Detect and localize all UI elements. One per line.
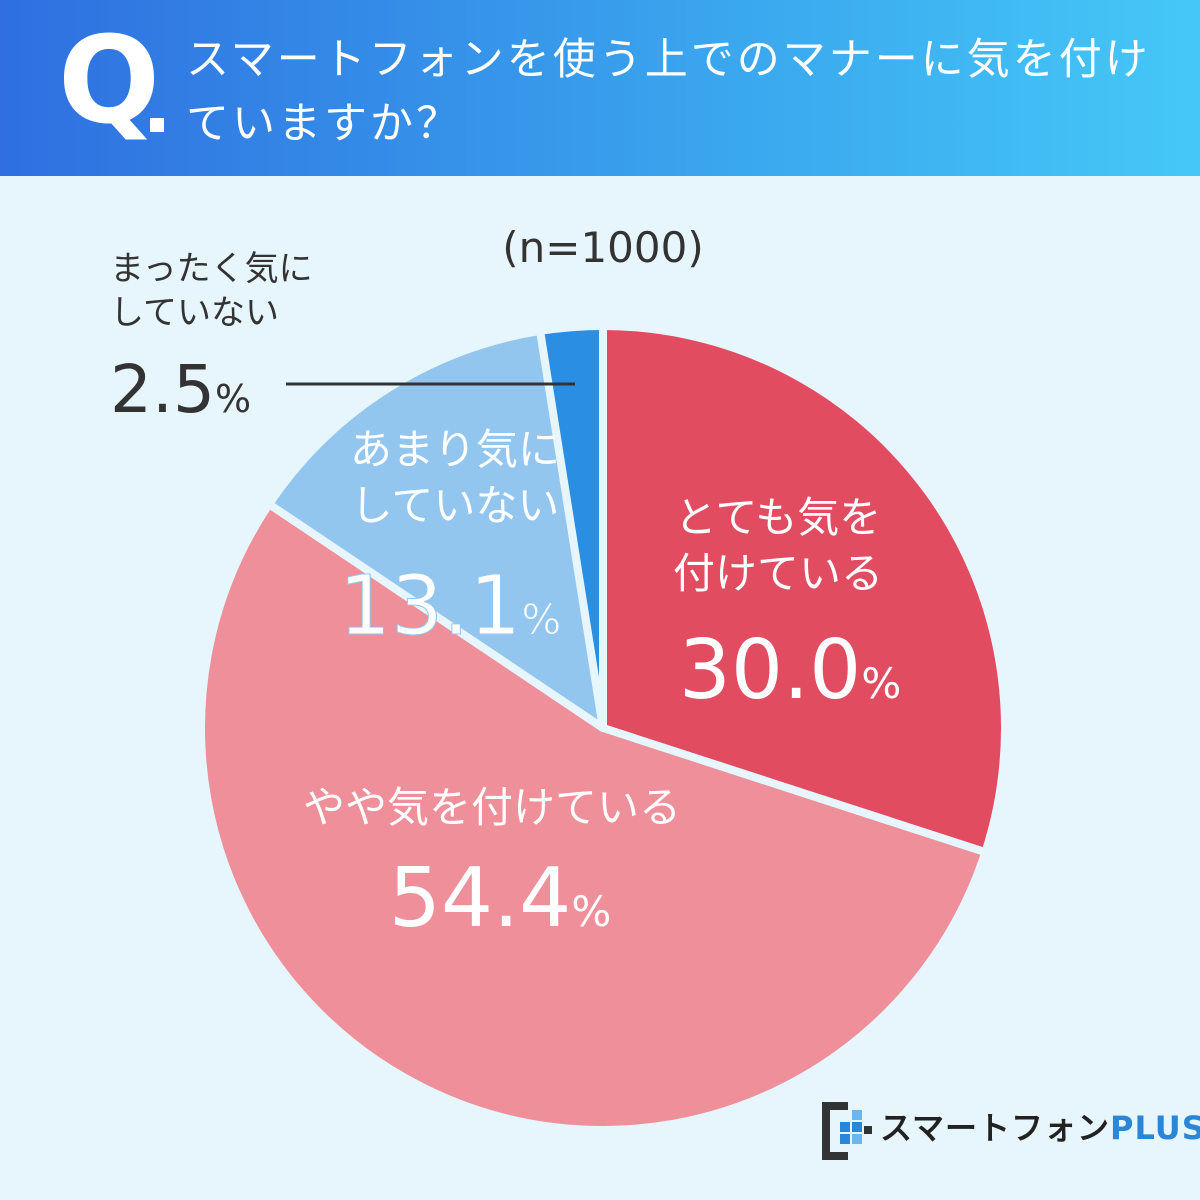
slice-not-at-all [536, 322, 607, 732]
question-title: スマートフォンを使う上でのマナーに気を付けていますか？ [186, 35, 1151, 149]
slice-somewhat-careful [197, 500, 990, 1134]
slice-value-not-at-all-unit: % [215, 377, 251, 421]
slice-value-not-much-unit: % [521, 595, 561, 644]
slice-value-very-careful-unit: % [861, 659, 901, 708]
slice-value-somewhat-careful: 54.4% [389, 851, 612, 946]
slice-value-not-at-all: 2.5% [110, 351, 251, 428]
header-banner: Q スマートフォンを使う上でのマナーに気を付けていますか？ [0, 0, 1200, 176]
slice-label-not-much-1: あまり気に [350, 425, 560, 474]
slice-value-very-careful-num: 30.0 [679, 623, 862, 718]
slice-value-not-much: 13.1% [339, 559, 562, 654]
slice-label-somewhat-careful: やや気を付けている [303, 783, 681, 832]
slice-label-very-careful-1: とても気を [675, 493, 882, 542]
slice-value-very-careful: 30.0% [679, 623, 902, 718]
brand-name-plus: PLUS [1110, 1109, 1200, 1147]
slice-not-much [265, 326, 607, 732]
slice-label-not-at-all-1: まったく気に [110, 249, 313, 289]
slice-value-somewhat-careful-unit: % [571, 887, 611, 936]
slice-label-not-much-2: していない [351, 481, 560, 530]
brand-name: スマートフォンPLUS [880, 1103, 1200, 1149]
sample-size-label: (n=1000) [502, 223, 703, 272]
slice-label-very-careful-2: 付けている [673, 549, 883, 598]
brand-logo-icon [822, 1102, 872, 1160]
slice-label-not-at-all-2: していない [110, 293, 279, 333]
slice-value-not-much-num: 13.1 [339, 559, 522, 654]
q-letter: Q [58, 12, 161, 151]
slice-value-not-at-all-num: 2.5 [110, 351, 215, 428]
slice-very-careful [599, 322, 1009, 857]
brand-name-main: スマートフォン [880, 1109, 1111, 1147]
slice-value-somewhat-careful-num: 54.4 [389, 851, 572, 946]
q-dot [150, 118, 164, 132]
